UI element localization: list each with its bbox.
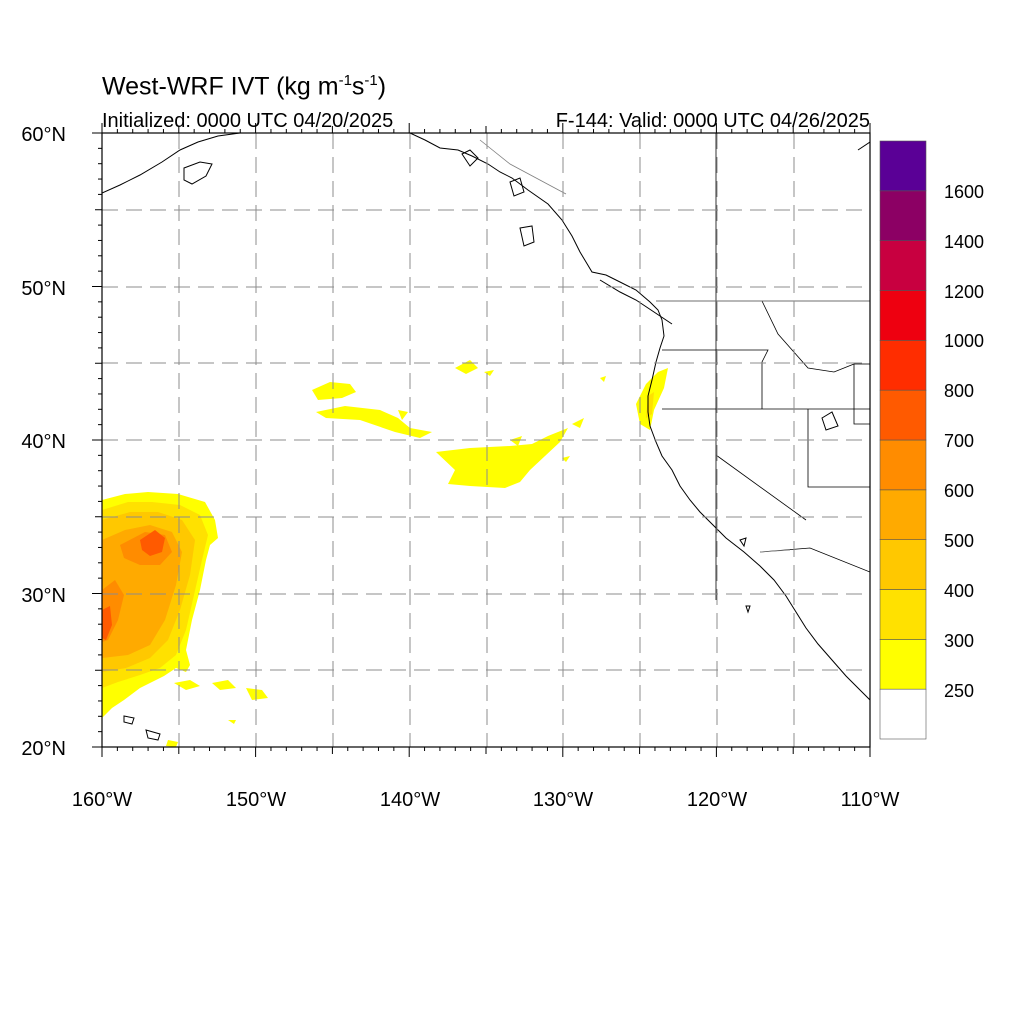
colorbar [879,140,927,740]
colorbar-label: 1400 [944,232,984,252]
colorbar-label: 1000 [944,331,984,351]
lat-tick-label: 40°N [21,431,66,453]
country-borders [479,139,870,553]
lat-axis: 60°N 50°N 40°N 30°N 20°N [21,124,66,760]
colorbar-label: 400 [944,581,974,601]
colorbar-box [879,589,927,640]
lat-tick-label: 30°N [21,585,66,607]
colorbar-label: 250 [944,681,974,701]
lon-tick-label: 150°W [226,789,286,811]
lon-tick-label: 140°W [380,789,440,811]
colorbar-box [879,688,927,740]
colorbar-box [879,190,927,241]
map-title: West-WRF IVT (kg m-1s-1) [102,72,387,101]
colorbar-box [879,539,927,590]
colorbar-box [879,439,927,491]
ivt-plume-west [102,492,268,747]
lat-tick-label: 60°N [21,124,66,146]
lon-tick-label: 120°W [687,789,747,811]
colorbar-box [879,340,927,391]
colorbar-label: 700 [944,431,974,451]
lon-tick-label: 110°W [841,789,900,811]
graticule [102,133,870,747]
colorbar-label: 1200 [944,282,984,302]
colorbar-label: 1600 [944,182,984,202]
ivt-patches-central [312,360,584,488]
lat-tick-label: 50°N [21,278,66,300]
colorbar-label: 500 [944,531,974,551]
colorbar-label: 300 [944,631,974,651]
lon-axis: 160°W 150°W 140°W 130°W 120°W 110°W [72,789,900,811]
colorbar-box [879,290,927,341]
axis-ticks [92,123,871,757]
colorbar-box [879,140,927,192]
colorbar-label: 800 [944,381,974,401]
colorbar-box [879,639,927,690]
colorbar-labels: 1600 1400 1200 1000 800 700 600 500 400 … [944,182,984,701]
init-time-label: Initialized: 0000 UTC 04/20/2025 [102,110,394,132]
coastlines [102,133,870,741]
lon-tick-label: 160°W [72,789,132,811]
colorbar-box [879,240,927,291]
colorbar-label: 600 [944,481,974,501]
valid-time-label: F-144: Valid: 0000 UTC 04/26/2025 [555,110,870,132]
lat-tick-label: 20°N [21,738,66,760]
lon-tick-label: 130°W [533,789,593,811]
colorbar-box [879,389,927,441]
colorbar-box [879,489,927,540]
